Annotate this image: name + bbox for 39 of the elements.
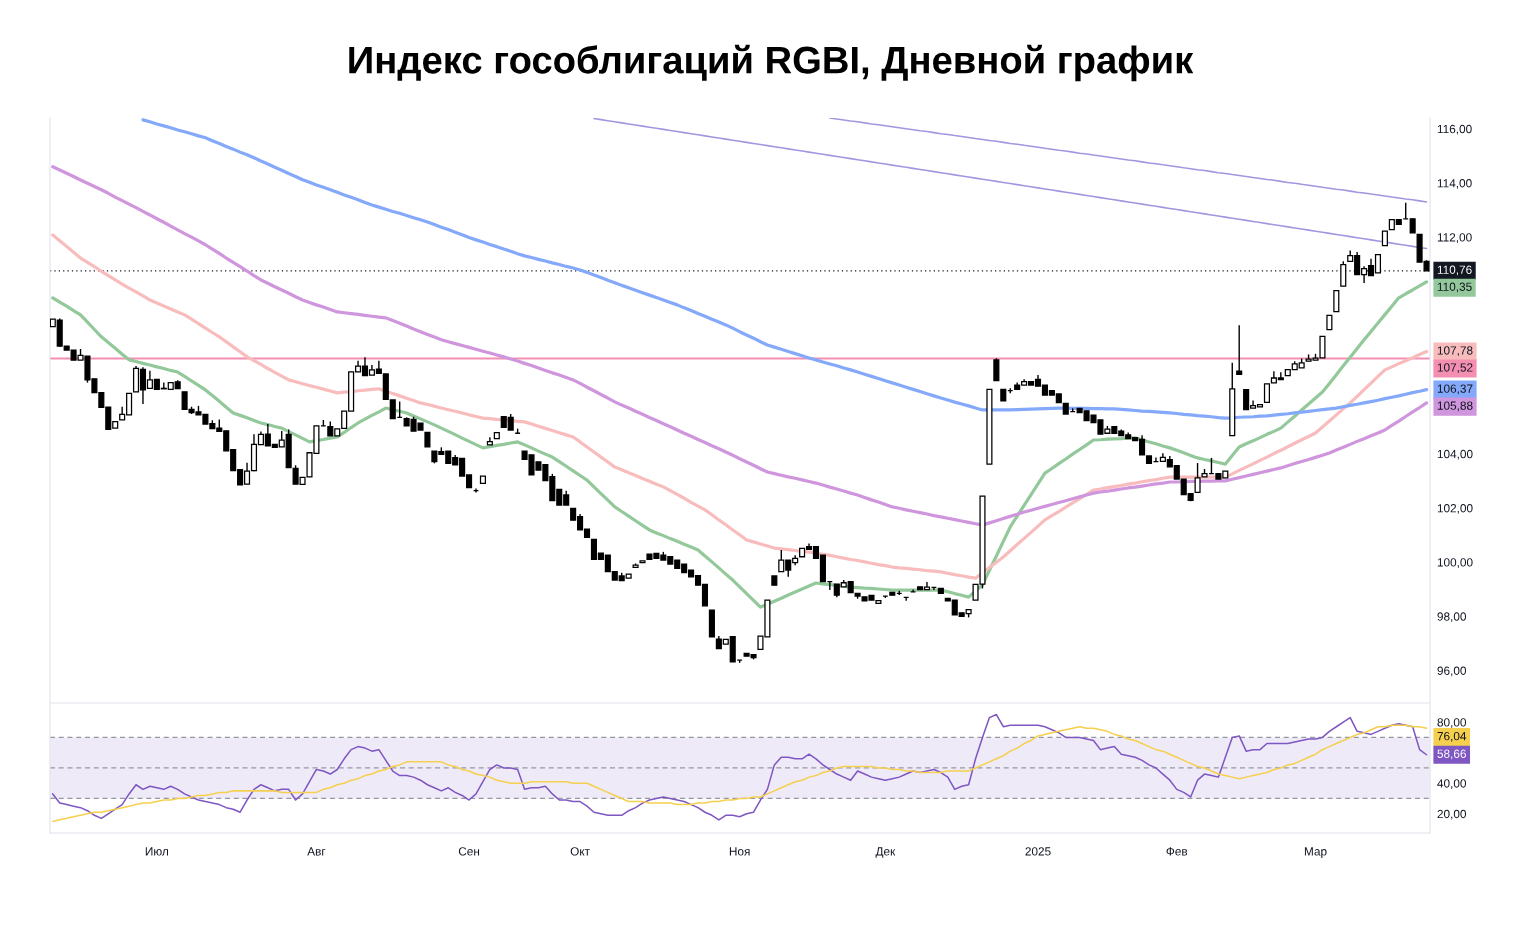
line-series [829,118,1428,203]
x-tick-label: Июл [145,847,169,856]
candlestick [1340,260,1347,287]
line-series [141,118,1429,420]
line-series [51,165,1429,527]
chart-title: Индекс гособлигаций RGBI, Дневной график [349,44,1194,82]
data-label: 76,04 [1437,731,1467,742]
x-tick-label: Окт [570,847,590,856]
line-series [593,118,1428,250]
y-tick-label: 104,00 [1437,449,1473,460]
y-tick-label: 20,00 [1437,809,1467,820]
y-tick-label: 80,00 [1437,718,1467,728]
y-tick-label: 100,00 [1437,558,1473,568]
x-tick-label: Ноя [729,847,750,856]
x-tick-label: 2025 [1025,847,1051,856]
data-label: 106,37 [1437,384,1473,395]
candlestick [1236,324,1243,376]
x-tick-label: Авг [307,847,326,856]
line-series [51,233,1429,580]
y-tick-label: 96,00 [1437,666,1467,677]
ref-line-label: 107,52 [1437,363,1473,374]
line-series [51,280,1429,609]
data-label: 58,66 [1437,749,1466,760]
y-tick-label: 112,00 [1437,233,1472,243]
candlestick [1333,289,1340,313]
y-tick-label: 116,00 [1437,124,1472,135]
data-label: 107,78 [1437,346,1473,357]
x-tick-label: Фев [1166,847,1188,856]
data-label: 105,88 [1437,401,1473,412]
y-tick-label: 114,00 [1437,179,1472,189]
x-tick-label: Мар [1304,847,1327,858]
x-tick-label: Дек [875,847,896,858]
y-tick-label: 98,00 [1437,612,1467,623]
x-tick-label: Сен [458,847,480,856]
y-tick-label: 102,00 [1437,504,1473,514]
ref-line-label: 110,76 [1437,265,1472,276]
candlestick [993,357,1000,382]
data-label: 110,35 [1437,282,1472,293]
y-tick-label: 40,00 [1437,779,1467,790]
